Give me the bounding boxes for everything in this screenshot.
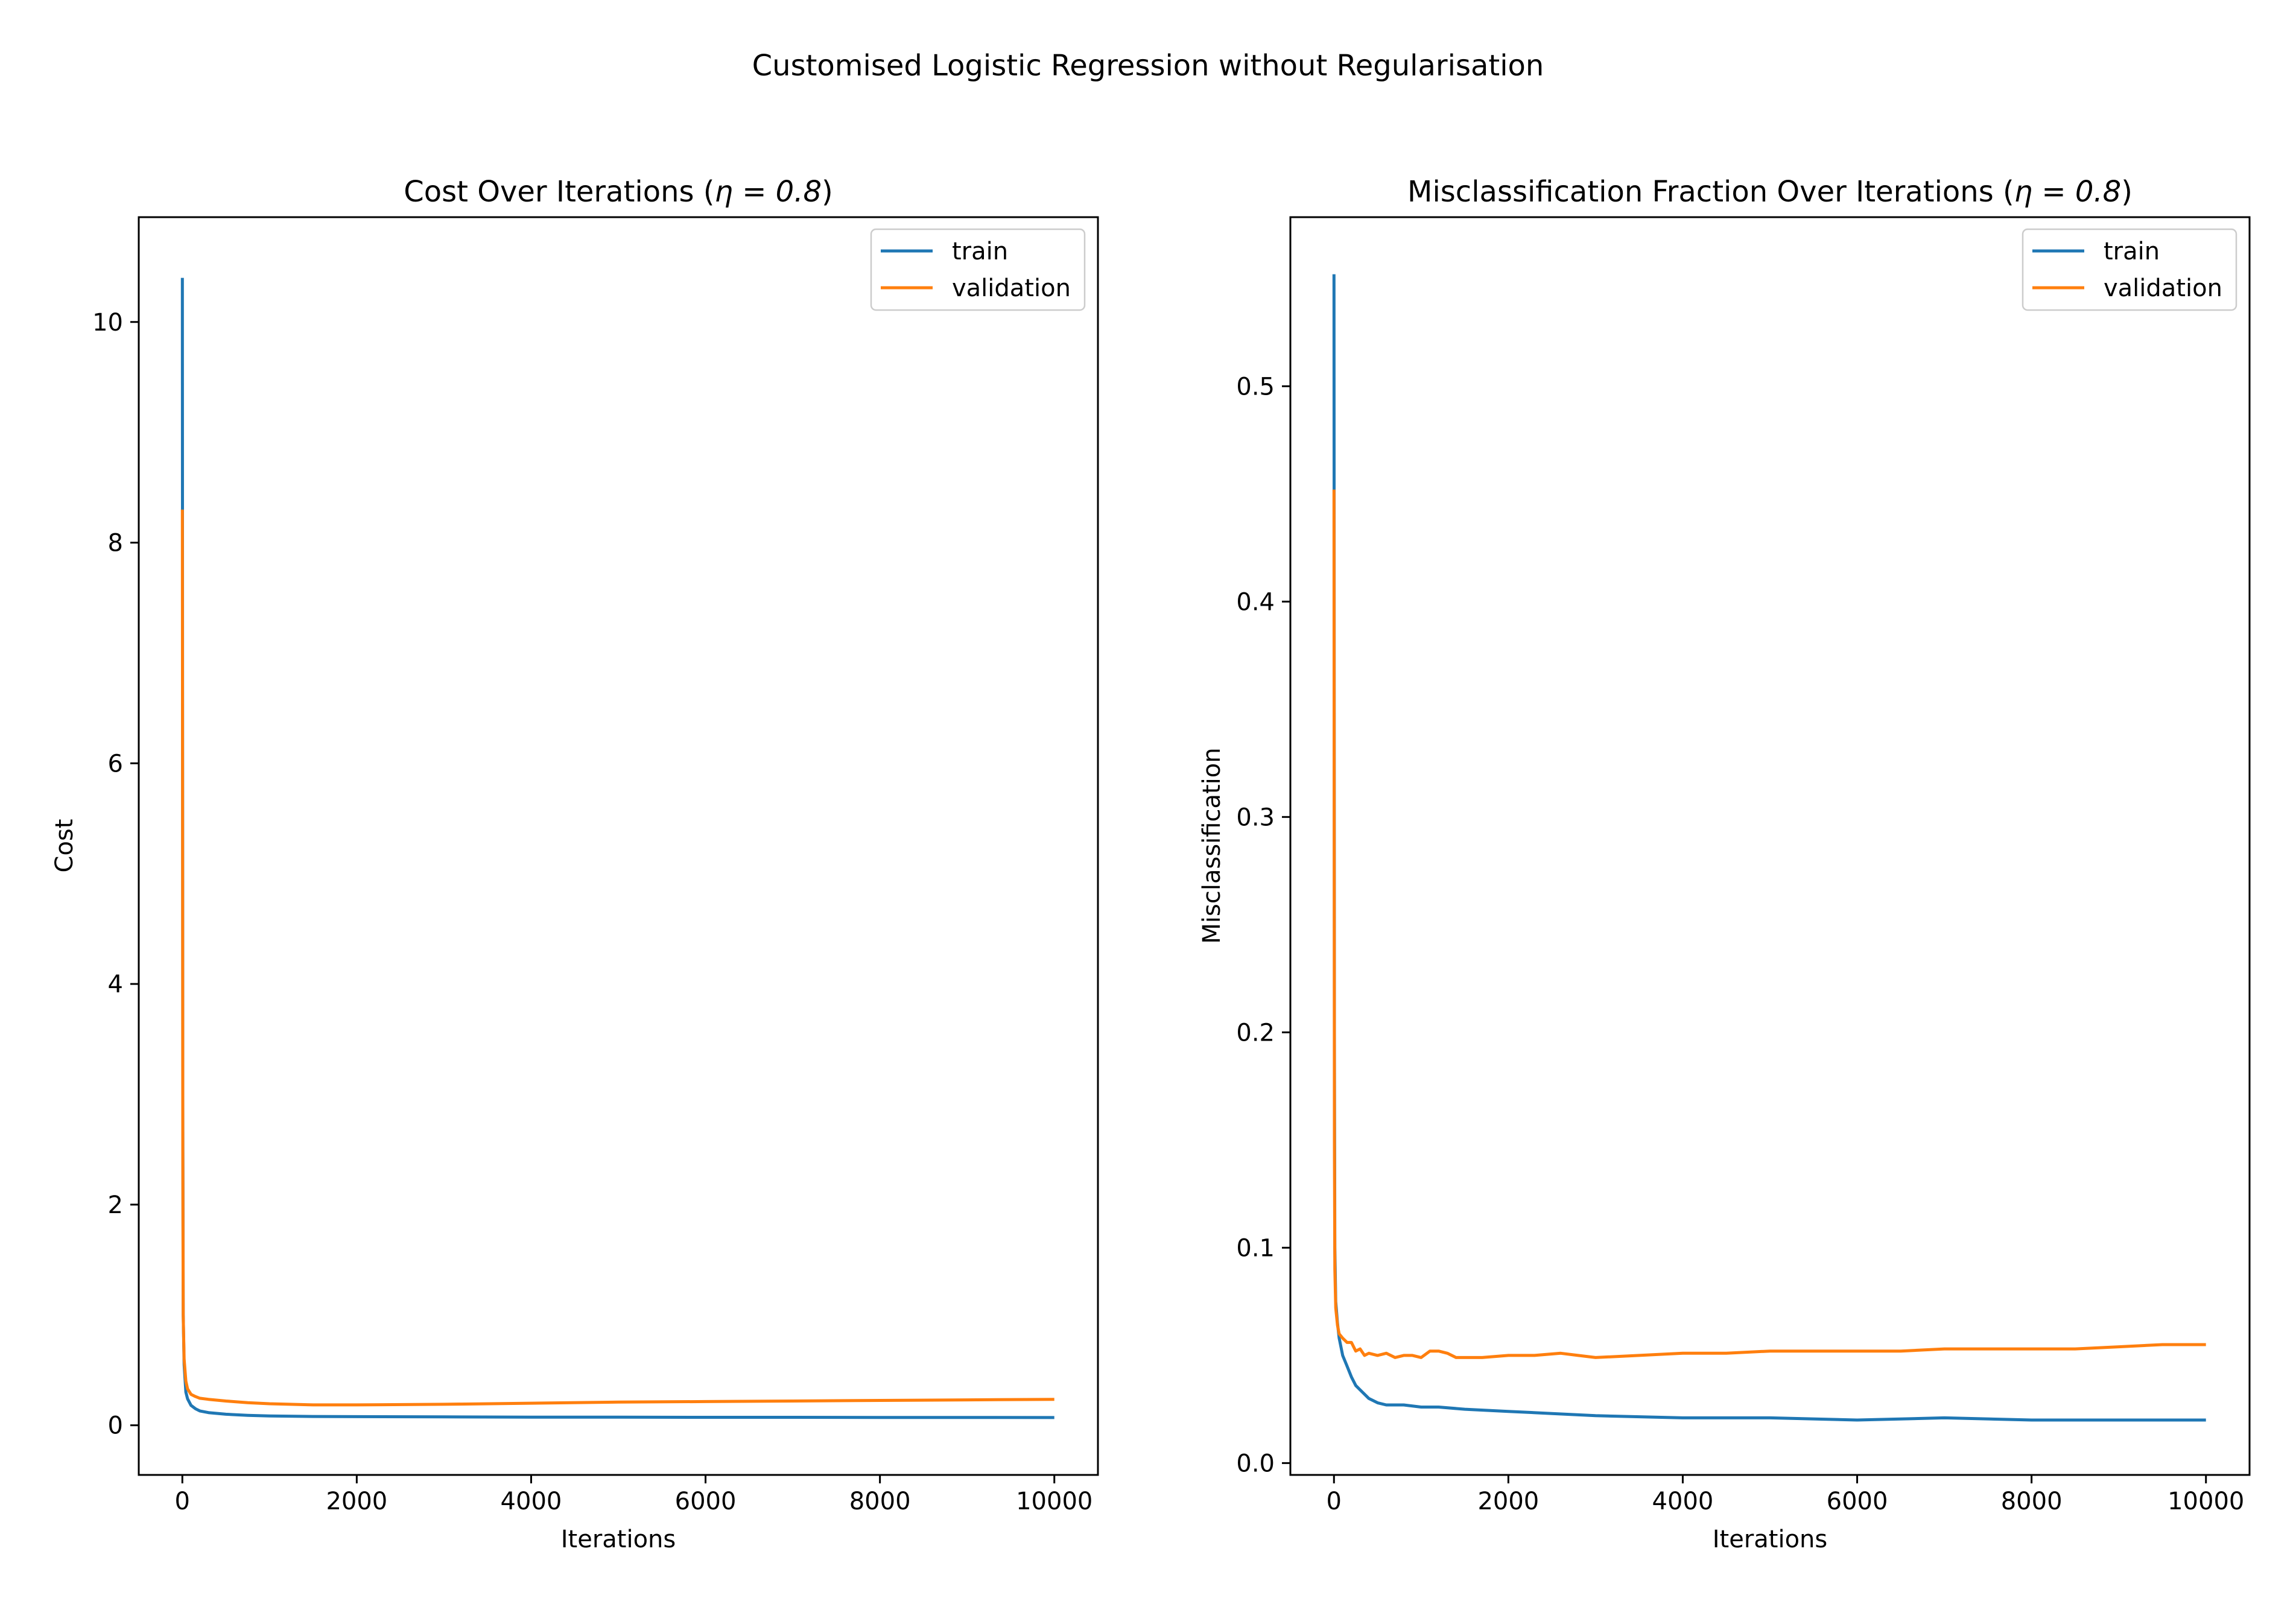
- cost-legend-train-label: train: [952, 238, 1008, 265]
- misclassification-x-tick-label: 2000: [1477, 1488, 1539, 1515]
- cost-x-tick-label: 10000: [1016, 1488, 1093, 1515]
- misclassification-y-tick-label: 0.0: [1236, 1450, 1275, 1477]
- figure-suptitle: Customised Logistic Regression without R…: [752, 49, 1544, 83]
- misclassification-x-tick-label: 8000: [2001, 1488, 2063, 1515]
- cost-y-tick-label: 6: [108, 750, 123, 778]
- cost-x-tick-label: 0: [175, 1488, 190, 1515]
- misclassification-x-tick-label: 0: [1327, 1488, 1342, 1515]
- cost-legend-validation-label: validation: [952, 274, 1071, 302]
- cost-series-validation-line: [180, 509, 1054, 1407]
- misclassification-legend-train-label: train: [2104, 238, 2160, 265]
- cost-chart: Cost Over Iterations (η = 0.8) 0 2000 4000…: [51, 175, 1099, 1553]
- cost-legend: train validation: [870, 228, 1086, 311]
- misclassification-x-ticks: 0 2000 4000 6000 8000 10000: [1327, 1475, 2244, 1515]
- misclassification-x-tick-label: 6000: [1827, 1488, 1888, 1515]
- cost-x-ticks: 0 2000 4000 6000 8000 10000: [175, 1475, 1093, 1515]
- cost-x-tick-label: 2000: [326, 1488, 387, 1515]
- cost-x-tick-label: 8000: [849, 1488, 911, 1515]
- misclassification-legend-validation-label: validation: [2104, 274, 2222, 302]
- misclassification-y-axis-label: Misclassification: [1198, 747, 1226, 943]
- misclassification-chart: Misclassification Fraction Over Iteratio…: [1198, 175, 2251, 1553]
- cost-y-tick-label: 0: [108, 1412, 123, 1440]
- misclassification-y-tick-label: 0.5: [1236, 373, 1275, 401]
- cost-y-tick-label: 2: [108, 1191, 123, 1219]
- cost-axes-frame: [138, 216, 1099, 1476]
- misclassification-x-tick-label: 4000: [1652, 1488, 1714, 1515]
- cost-y-tick-label: 10: [92, 309, 123, 337]
- cost-x-tick-label: 6000: [675, 1488, 737, 1515]
- misclassification-y-tick-label: 0.3: [1236, 804, 1275, 831]
- misclassification-y-tick-label: 0.2: [1236, 1019, 1275, 1047]
- cost-y-axis-label: Cost: [51, 819, 78, 873]
- misclassification-legend: train validation: [2022, 228, 2237, 311]
- misclassification-y-ticks: 0.0 0.1 0.2 0.3 0.4 0.5: [1236, 373, 1290, 1477]
- misclassification-plot-area: [1332, 274, 2206, 1422]
- cost-plot-area: [180, 277, 1054, 1419]
- misclassification-y-tick-label: 0.4: [1236, 588, 1275, 616]
- cost-y-tick-label: 8: [108, 530, 123, 557]
- cost-x-tick-label: 4000: [501, 1488, 562, 1515]
- cost-y-ticks: 0 2 4 6 8 10: [92, 309, 139, 1440]
- misclassification-y-tick-label: 0.1: [1236, 1234, 1275, 1262]
- cost-y-tick-label: 4: [108, 971, 123, 998]
- cost-x-axis-label: Iterations: [561, 1526, 676, 1553]
- misclassification-chart-title: Misclassification Fraction Over Iteratio…: [1407, 175, 2133, 209]
- misclassification-axes-frame: [1289, 216, 2251, 1476]
- misclassification-series-validation-line: [1332, 489, 2206, 1359]
- cost-chart-title: Cost Over Iterations (η = 0.8): [404, 175, 833, 209]
- misclassification-x-axis-label: Iterations: [1713, 1526, 1828, 1553]
- misclassification-x-tick-label: 10000: [2168, 1488, 2244, 1515]
